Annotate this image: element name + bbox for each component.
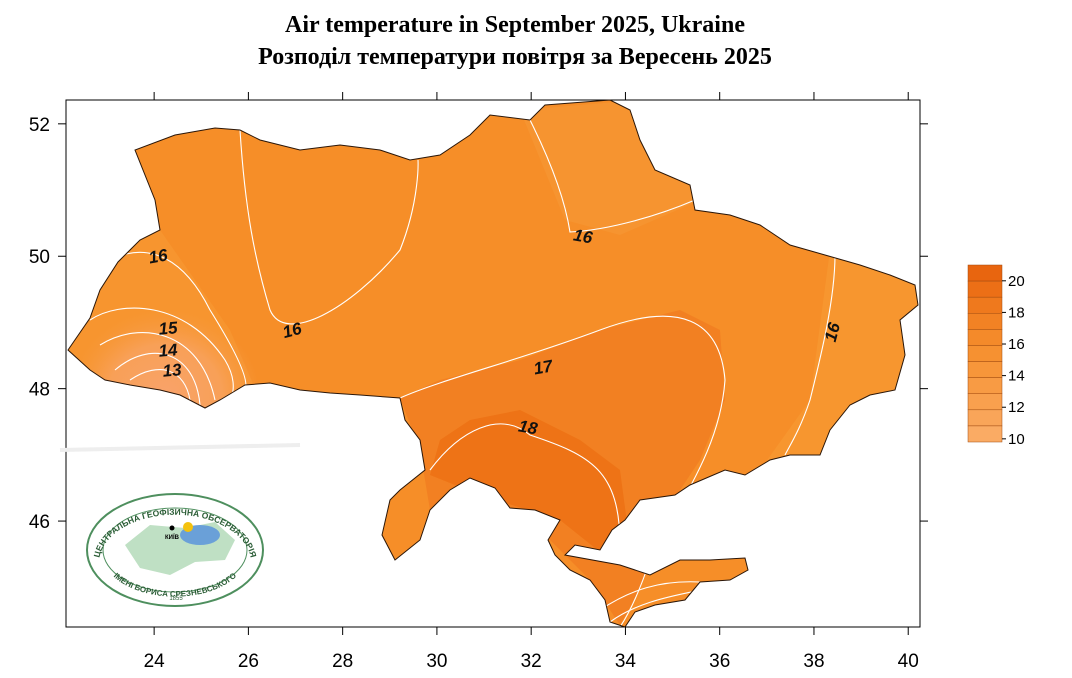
legend-label: 10 (1008, 431, 1025, 448)
y-tick-label: 50 (29, 247, 50, 268)
legend-label: 12 (1008, 399, 1025, 416)
isotherm-label: 16 (147, 245, 169, 267)
legend-label: 20 (1008, 273, 1025, 290)
y-tick-label: 48 (29, 380, 50, 401)
isotherm-label: 18 (517, 416, 539, 438)
smudge (59, 443, 301, 452)
isotherm-label: 13 (162, 360, 183, 381)
legend-band (967, 296, 1003, 314)
x-tick-label: 38 (803, 651, 824, 672)
x-tick-label: 24 (144, 651, 166, 672)
y-tick-label: 46 (29, 512, 50, 533)
subtitle: Розподіл температури повітря за Вересень… (258, 44, 772, 70)
legend-band (967, 361, 1003, 378)
legend-band (967, 409, 1003, 427)
isotherm-label: 16 (572, 225, 594, 247)
logo-year: 1855 (169, 596, 183, 602)
legend-band (967, 264, 1003, 282)
legend-label: 14 (1008, 368, 1025, 385)
legend-label: 18 (1008, 304, 1025, 321)
legend-band (967, 425, 1003, 443)
legend-band (967, 313, 1003, 330)
isotherm-label: 16 (821, 320, 844, 344)
x-tick-label: 40 (898, 651, 919, 672)
isotherm-label: 15 (158, 318, 179, 339)
x-tick-label: 28 (332, 651, 353, 672)
legend-band (967, 329, 1003, 346)
legend-label: 16 (1008, 336, 1025, 353)
legend-band (967, 393, 1003, 411)
legend-band (967, 280, 1003, 298)
x-tick-label: 30 (426, 651, 447, 672)
isotherm-label: 14 (158, 340, 179, 361)
y-tick-label: 52 (29, 115, 50, 136)
x-tick-label: 36 (709, 651, 730, 672)
x-tick-label: 34 (615, 651, 637, 672)
isotherm-label: 16 (281, 319, 305, 342)
logo: ЦЕНТРАЛЬНА ГЕОФІЗИЧНА ОБСЕРВАТОРІЯ ІМЕНІ… (86, 493, 264, 607)
legend-band (967, 345, 1003, 362)
logo-city: КИЇВ (165, 534, 180, 541)
x-tick-label: 26 (238, 651, 259, 672)
isotherm-label: 17 (532, 356, 555, 378)
legend-band (967, 377, 1003, 394)
x-tick-label: 32 (521, 651, 542, 672)
title: Air temperature in September 2025, Ukrai… (285, 12, 745, 38)
